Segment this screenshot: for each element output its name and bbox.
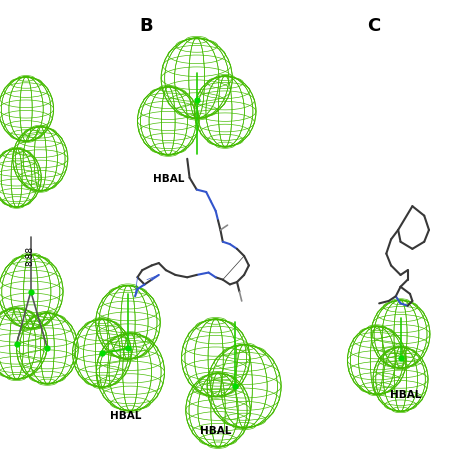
Text: HBAL: HBAL: [200, 426, 231, 436]
Text: B: B: [140, 17, 154, 35]
Text: C: C: [367, 17, 381, 35]
Text: HBAL: HBAL: [390, 390, 421, 400]
Text: HBAL: HBAL: [110, 411, 141, 421]
Text: HBAL: HBAL: [153, 174, 184, 184]
Text: 8.88: 8.88: [25, 246, 34, 266]
